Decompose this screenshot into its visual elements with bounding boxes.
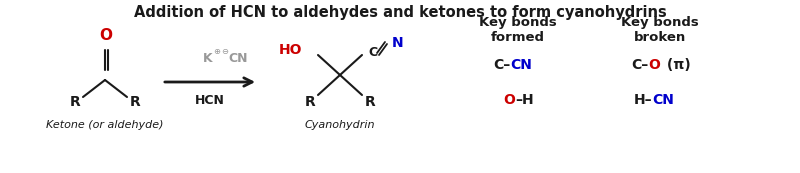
Text: O: O — [648, 58, 660, 72]
Text: C: C — [368, 47, 377, 60]
Text: K: K — [203, 52, 213, 65]
Text: N: N — [392, 36, 404, 50]
Text: (π): (π) — [662, 58, 690, 72]
Text: R: R — [305, 95, 315, 109]
Text: Addition of HCN to aldehydes and ketones to form cyanohydrins: Addition of HCN to aldehydes and ketones… — [134, 4, 666, 20]
Text: O: O — [503, 93, 515, 107]
Text: Key bonds
broken: Key bonds broken — [621, 16, 699, 44]
Text: CN: CN — [652, 93, 674, 107]
Text: Key bonds
formed: Key bonds formed — [479, 16, 557, 44]
Text: Cyanohydrin: Cyanohydrin — [305, 120, 375, 130]
Text: HO: HO — [278, 43, 302, 57]
Text: CN: CN — [228, 52, 248, 65]
Text: Ketone (or aldehyde): Ketone (or aldehyde) — [46, 120, 164, 130]
Text: C–: C– — [630, 58, 648, 72]
Text: R: R — [365, 95, 375, 109]
Text: –H: –H — [515, 93, 534, 107]
Text: C–: C– — [493, 58, 510, 72]
Text: R: R — [130, 95, 140, 109]
Text: R: R — [70, 95, 80, 109]
Text: O: O — [99, 28, 113, 43]
Text: ⊖: ⊖ — [222, 48, 229, 57]
Text: H–: H– — [634, 93, 652, 107]
Text: HCN: HCN — [195, 93, 225, 107]
Text: ⊕: ⊕ — [214, 48, 221, 57]
Text: CN: CN — [510, 58, 532, 72]
